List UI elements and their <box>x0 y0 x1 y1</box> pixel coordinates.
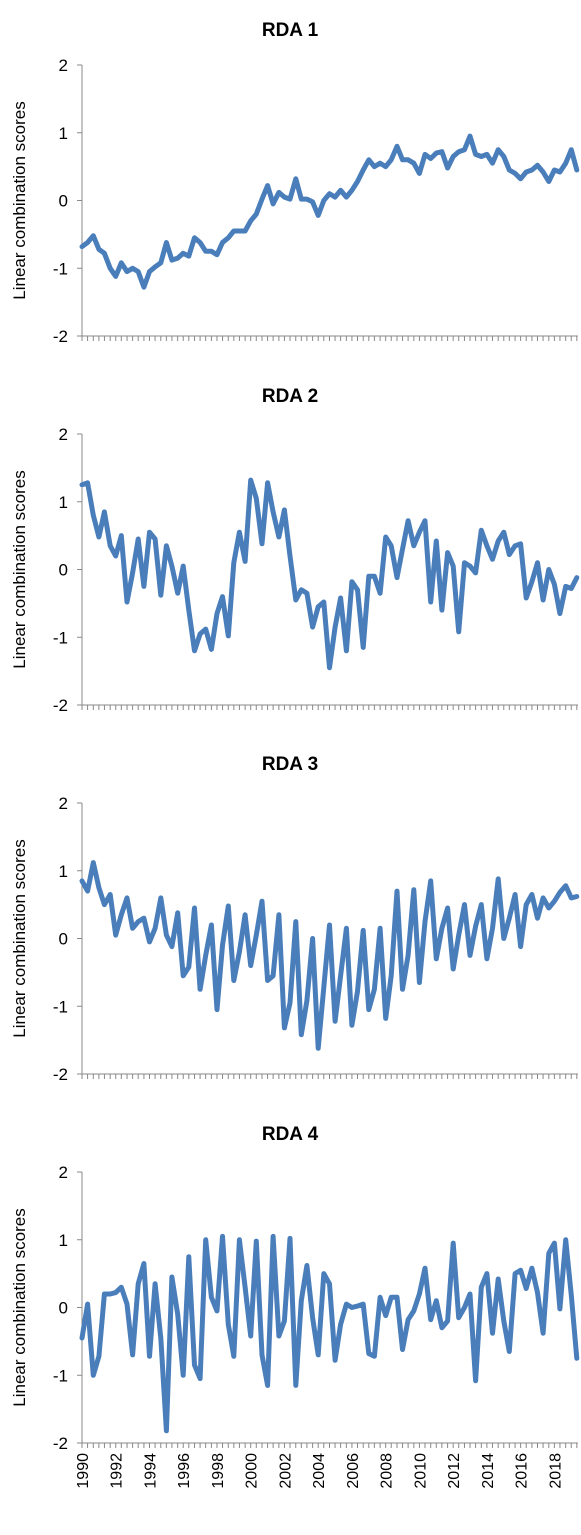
x-tick-label: 1998 <box>210 1453 227 1489</box>
y-axis-label: Linear combination scores <box>10 470 29 668</box>
y-tick-label: 1 <box>59 1231 68 1250</box>
x-tick-label: 2004 <box>311 1453 328 1489</box>
y-tick-label: 0 <box>59 192 68 211</box>
y-axis-label: Linear combination scores <box>10 839 29 1037</box>
x-tick-label: 2002 <box>277 1453 294 1489</box>
x-tick-label: 1990 <box>75 1453 92 1489</box>
y-tick-label: 1 <box>59 124 68 143</box>
x-tick-label: 1996 <box>176 1453 193 1489</box>
y-tick-label: -1 <box>53 997 68 1016</box>
y-tick-label: -2 <box>53 1434 68 1453</box>
y-tick-label: -1 <box>53 628 68 647</box>
x-tick-label: 2010 <box>412 1453 429 1489</box>
chart-title: RDA 3 <box>262 754 318 775</box>
y-tick-label: 0 <box>59 561 68 580</box>
y-tick-label: 0 <box>59 930 68 949</box>
x-tick-label: 2008 <box>379 1453 396 1489</box>
x-tick-label: 2006 <box>345 1453 362 1489</box>
x-tick-label: 2018 <box>547 1453 564 1489</box>
x-tick-label: 1992 <box>109 1453 126 1489</box>
x-tick-label: 2000 <box>244 1453 261 1489</box>
series-line <box>79 133 580 290</box>
series-line <box>79 860 580 1051</box>
y-axis-label: Linear combination scores <box>10 101 29 299</box>
y-tick-label: -2 <box>53 327 68 346</box>
y-tick-label: 1 <box>59 493 68 512</box>
y-tick-label: 2 <box>59 794 68 813</box>
x-tick-label: 2014 <box>480 1453 497 1489</box>
chart-title: RDA 2 <box>262 386 318 407</box>
y-tick-label: -1 <box>53 1366 68 1385</box>
y-axis-label: Linear combination scores <box>10 1208 29 1406</box>
chart-title: RDA 1 <box>262 20 319 41</box>
y-tick-label: -2 <box>53 696 68 715</box>
x-tick-label: 1994 <box>142 1453 159 1489</box>
series-line <box>79 477 580 671</box>
series-line <box>79 1233 580 1434</box>
x-tick-label: 2016 <box>514 1453 531 1489</box>
chart-title: RDA 4 <box>262 1124 319 1145</box>
y-tick-label: 2 <box>59 1163 68 1182</box>
y-tick-label: 2 <box>59 425 68 444</box>
y-tick-label: -2 <box>53 1065 68 1084</box>
y-tick-label: 2 <box>59 56 68 75</box>
y-tick-label: 1 <box>59 862 68 881</box>
y-tick-label: 0 <box>59 1299 68 1318</box>
x-tick-label: 2012 <box>446 1453 463 1489</box>
y-tick-label: -1 <box>53 259 68 278</box>
